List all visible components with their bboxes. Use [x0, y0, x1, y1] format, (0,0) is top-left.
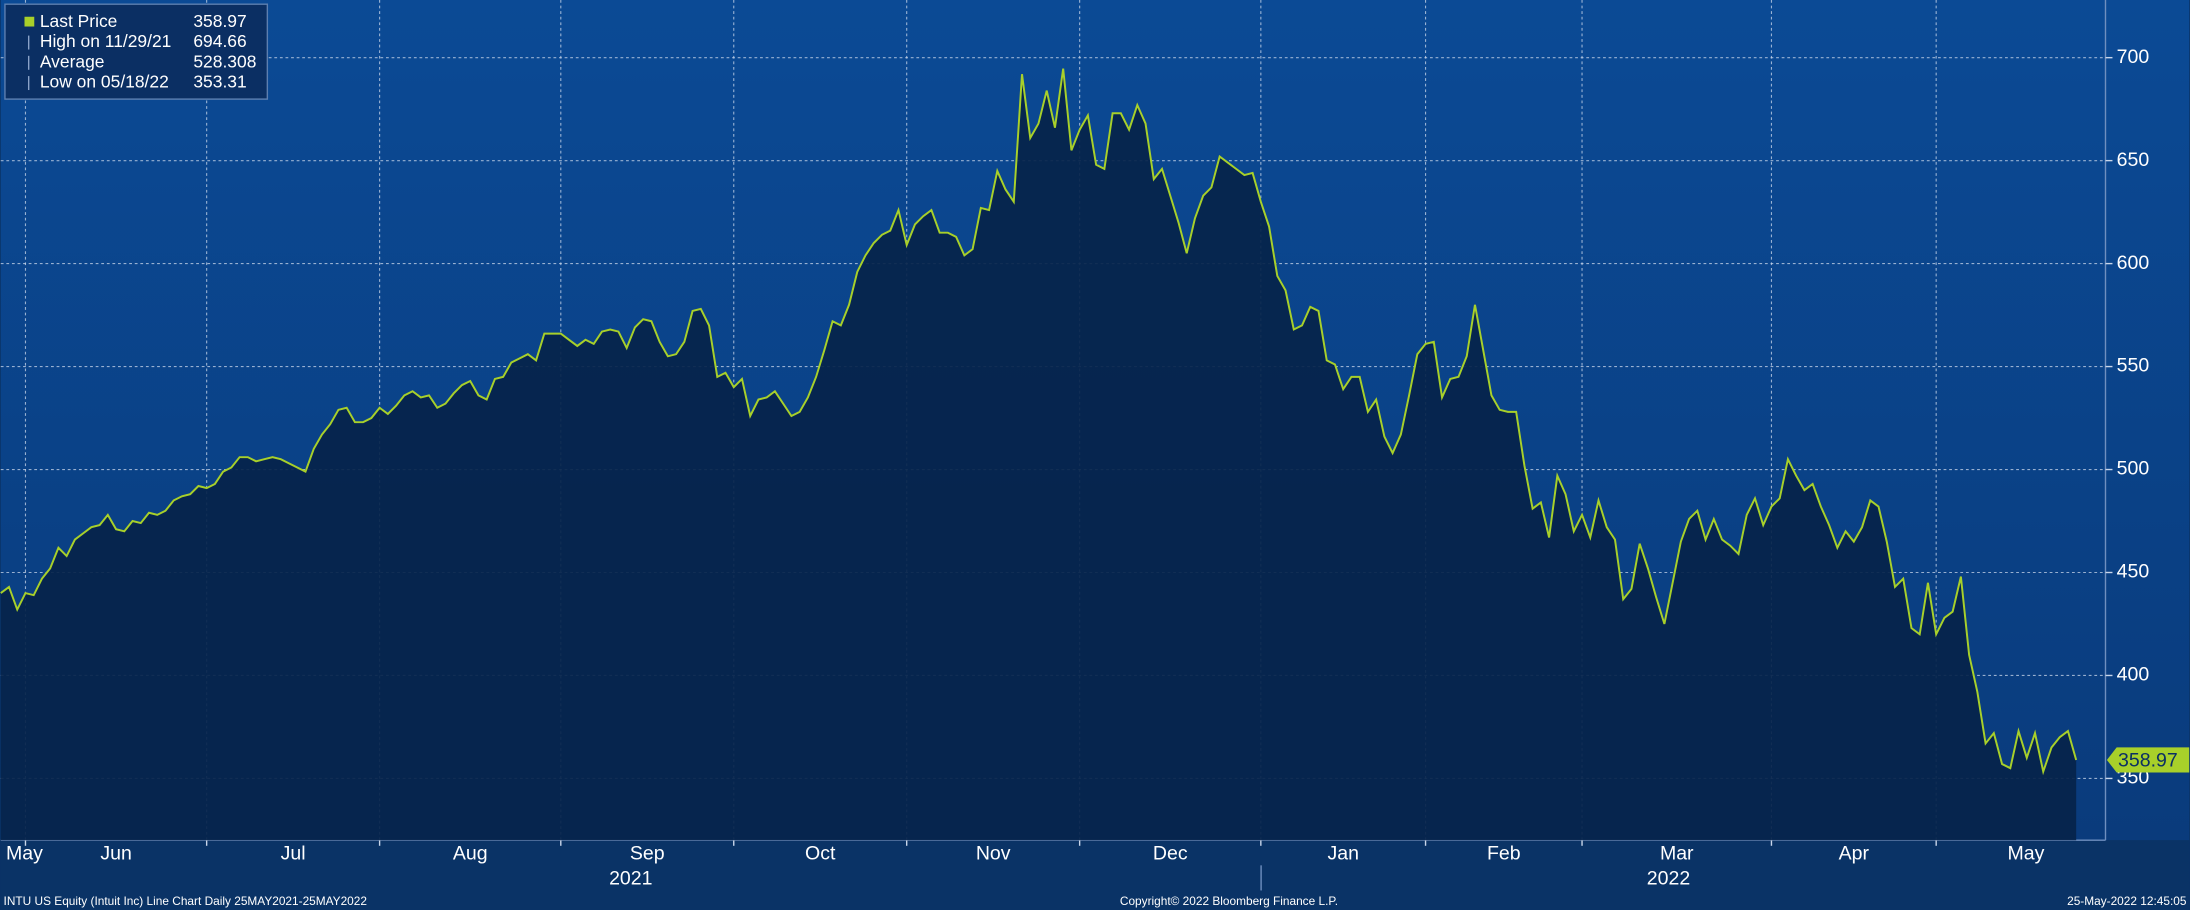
- legend-label: High on 11/29/21: [40, 31, 172, 51]
- footer-left: INTU US Equity (Intuit Inc) Line Chart D…: [4, 894, 367, 908]
- x-tick-label: May: [6, 842, 43, 864]
- x-tick-label: Sep: [630, 842, 665, 864]
- axis-strip: [0, 840, 2190, 910]
- last-price-label: 358.97: [2118, 750, 2178, 772]
- y-tick-label: 400: [2117, 664, 2150, 686]
- marks: [0, 68, 2078, 841]
- x-tick-label: Mar: [1660, 842, 1694, 864]
- x-tick-label: Jan: [1327, 842, 1358, 864]
- legend-label: Last Price: [40, 11, 118, 31]
- price-area: [0, 68, 2077, 841]
- legend-label: Average: [40, 51, 105, 71]
- legend: Last Price 358.97 High on 11/29/21 694.66 Av…: [4, 3, 269, 100]
- y-tick-label: 650: [2117, 149, 2150, 171]
- legend-label: Low on 05/18/22: [40, 72, 169, 92]
- x-tick-label: May: [2007, 842, 2044, 864]
- year-label: 2021: [609, 867, 652, 889]
- y-tick-label: 550: [2117, 355, 2150, 377]
- price-line: [0, 68, 2078, 776]
- legend-value: 353.31: [193, 72, 246, 92]
- legend-box: [4, 3, 269, 100]
- y-tick-label: 700: [2117, 46, 2150, 68]
- footer-right: 25-May-2022 12:45:05: [2067, 894, 2187, 908]
- x-tick-label: Jul: [281, 842, 306, 864]
- x-tick-label: Apr: [1839, 842, 1870, 864]
- x-tick-label: Nov: [976, 842, 1011, 864]
- x-tick-label: Dec: [1153, 842, 1188, 864]
- y-tick-label: 600: [2117, 252, 2150, 274]
- x-tick-label: Jun: [100, 842, 131, 864]
- year-label: 2022: [1647, 867, 1690, 889]
- x-tick-label: Aug: [453, 842, 488, 864]
- footer-center: Copyright© 2022 Bloomberg Finance L.P.: [1120, 894, 1338, 908]
- legend-value: 528.308: [193, 51, 256, 71]
- x-tick-label: Feb: [1487, 842, 1521, 864]
- last-price-tag: [2106, 747, 2190, 773]
- legend-value: 694.66: [193, 31, 246, 51]
- legend-value: 358.97: [193, 11, 246, 31]
- legend-swatch: [24, 16, 35, 27]
- x-tick-label: Oct: [805, 842, 836, 864]
- y-tick-label: 450: [2117, 561, 2150, 583]
- y-tick-label: 500: [2117, 458, 2150, 480]
